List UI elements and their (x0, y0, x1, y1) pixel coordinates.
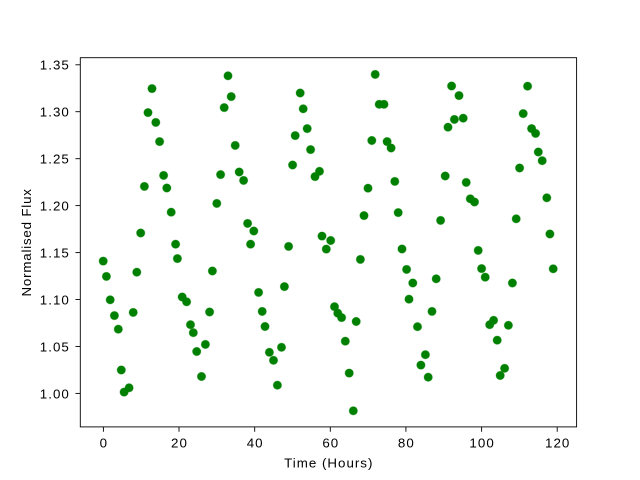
svg-text:120: 120 (545, 436, 570, 451)
svg-text:1.15: 1.15 (40, 245, 70, 260)
svg-text:1.10: 1.10 (40, 292, 70, 307)
svg-text:80: 80 (398, 436, 415, 451)
svg-text:0: 0 (100, 436, 108, 451)
svg-text:1.20: 1.20 (40, 199, 70, 214)
svg-text:Normalised Flux: Normalised Flux (19, 188, 34, 296)
svg-text:1.30: 1.30 (40, 105, 70, 120)
svg-text:60: 60 (322, 436, 339, 451)
svg-text:20: 20 (171, 436, 188, 451)
svg-text:1.35: 1.35 (40, 58, 70, 73)
svg-text:Time (Hours): Time (Hours) (284, 456, 373, 471)
svg-text:1.25: 1.25 (40, 152, 70, 167)
svg-text:100: 100 (469, 436, 494, 451)
svg-text:1.05: 1.05 (40, 339, 70, 354)
svg-text:40: 40 (247, 436, 264, 451)
svg-text:1.00: 1.00 (40, 386, 70, 401)
